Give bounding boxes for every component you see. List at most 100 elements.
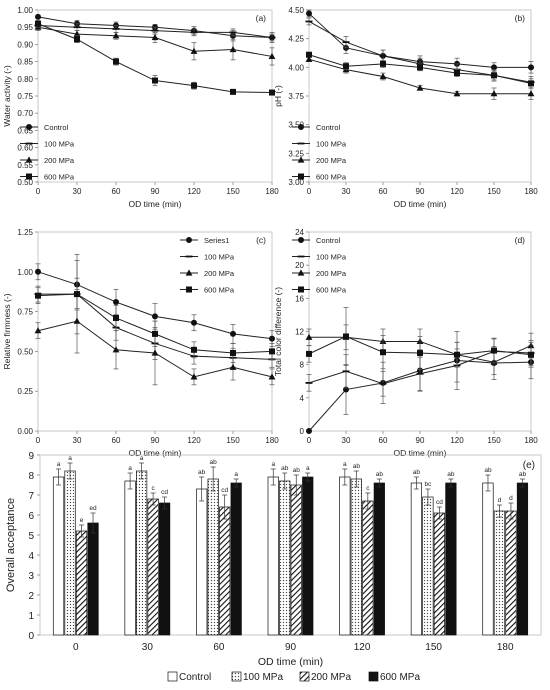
bar xyxy=(230,482,242,636)
data-point xyxy=(416,84,424,91)
data-point xyxy=(269,348,275,355)
x-tick-label: 30 xyxy=(73,187,82,196)
bar xyxy=(207,478,219,636)
legend-item: Series1 xyxy=(180,236,229,245)
significance-letter: a xyxy=(343,461,347,468)
data-point xyxy=(229,45,237,53)
legend-item: 600 MPa xyxy=(20,173,75,182)
legend-item: Control xyxy=(292,123,341,132)
significance-letter: ed xyxy=(89,505,97,512)
legend-label: 100 MPa xyxy=(44,140,75,149)
significance-letter: a xyxy=(271,461,275,468)
data-point xyxy=(528,80,534,87)
data-point xyxy=(490,90,498,97)
y-tick-label: 0.60 xyxy=(17,144,33,153)
y-tick-label: 3.50 xyxy=(288,121,304,130)
series-600-mpa xyxy=(35,19,275,96)
legend-label: 200 MPa xyxy=(311,672,351,683)
data-point xyxy=(151,349,159,356)
panel-label: (d) xyxy=(515,235,526,245)
x-axis-label: OD time (min) xyxy=(394,448,447,458)
x-axis-label: OD time (min) xyxy=(394,199,447,209)
panel-c: 0.00 0.25 0.50 0.75 1.00 1.25 0 30 60 90 120 150 180… xyxy=(2,228,279,458)
y-tick-label: 0.95 xyxy=(17,23,33,32)
legend-item: 200 MPa xyxy=(180,269,235,278)
data-point xyxy=(74,36,80,43)
series-600-mpa xyxy=(35,277,275,363)
data-point xyxy=(190,373,198,380)
x-tick-label: 0 xyxy=(73,642,79,653)
plot-area xyxy=(39,454,542,636)
y-tick-label: 12 xyxy=(295,328,304,337)
data-point xyxy=(113,58,119,65)
x-tick-label: 180 xyxy=(524,436,538,445)
y-axis-label: Overall acceptance xyxy=(5,498,17,592)
bar xyxy=(267,476,279,636)
x-tick-label: 120 xyxy=(354,642,371,653)
x-tick-label: 90 xyxy=(416,436,425,445)
legend-item: 600 MPa xyxy=(292,286,347,295)
significance-letter: ab xyxy=(519,471,527,478)
y-tick-label: 8 xyxy=(300,361,305,370)
significance-letter: ab xyxy=(447,471,455,478)
legend-label: 200 MPa xyxy=(316,269,347,278)
legend-label: 100 MPa xyxy=(316,253,347,262)
bar xyxy=(373,482,385,636)
data-point xyxy=(268,52,276,60)
data-point xyxy=(269,89,275,96)
data-point xyxy=(229,363,237,370)
bar xyxy=(445,482,457,636)
data-point xyxy=(151,33,159,41)
legend-marker xyxy=(297,156,305,163)
y-tick-label: 3.75 xyxy=(288,92,304,101)
bar xyxy=(410,482,422,636)
legend-item: 100 MPa xyxy=(231,671,283,683)
significance-letter: ab xyxy=(484,467,492,474)
y-tick-label: 0.00 xyxy=(17,427,33,436)
series-line xyxy=(308,21,532,83)
x-tick-label: 150 xyxy=(226,436,240,445)
data-point xyxy=(230,349,236,356)
legend-marker xyxy=(186,237,192,243)
y-tick-label: 1.00 xyxy=(17,268,33,277)
legend-label: 200 MPa xyxy=(204,269,235,278)
bar xyxy=(290,484,302,636)
y-tick-label: 0.50 xyxy=(17,347,33,356)
significance-letter: a xyxy=(234,471,238,478)
x-tick-label: 150 xyxy=(487,187,501,196)
x-tick-label: 60 xyxy=(379,187,388,196)
x-tick-label: 180 xyxy=(497,642,514,653)
data-point xyxy=(528,64,534,71)
x-tick-label: 90 xyxy=(285,642,297,653)
bar xyxy=(482,482,494,636)
legend-marker xyxy=(298,286,304,293)
x-tick-label: 120 xyxy=(187,187,201,196)
data-point xyxy=(527,90,535,97)
significance-letter: a xyxy=(128,465,132,472)
significance-letter: ab xyxy=(210,459,218,466)
y-tick-label: 16 xyxy=(295,294,304,303)
y-tick-label: 5 xyxy=(28,531,34,542)
legend-item: 100 MPa xyxy=(292,140,347,149)
data-point xyxy=(417,64,423,71)
bar xyxy=(124,480,136,636)
x-tick-label: 60 xyxy=(213,642,225,653)
data-point xyxy=(343,333,349,340)
y-tick-label: 0.50 xyxy=(17,178,33,187)
legend-swatch xyxy=(167,671,178,682)
data-point xyxy=(306,350,312,357)
x-tick-label: 150 xyxy=(487,436,501,445)
y-axis-label: Relative firmness (-) xyxy=(2,293,12,369)
x-tick-label: 0 xyxy=(36,436,41,445)
legend-label: 200 MPa xyxy=(316,156,347,165)
legend-label: Series1 xyxy=(204,236,229,245)
y-tick-label: 24 xyxy=(295,228,304,237)
y-tick-label: 0.65 xyxy=(17,126,33,135)
data-point xyxy=(528,351,534,358)
bar xyxy=(302,476,314,636)
data-point xyxy=(453,90,461,97)
y-tick-label: 2 xyxy=(28,591,34,602)
y-tick-label: 0.90 xyxy=(17,40,33,49)
panel-label: (e) xyxy=(523,460,535,471)
data-point xyxy=(306,428,312,434)
